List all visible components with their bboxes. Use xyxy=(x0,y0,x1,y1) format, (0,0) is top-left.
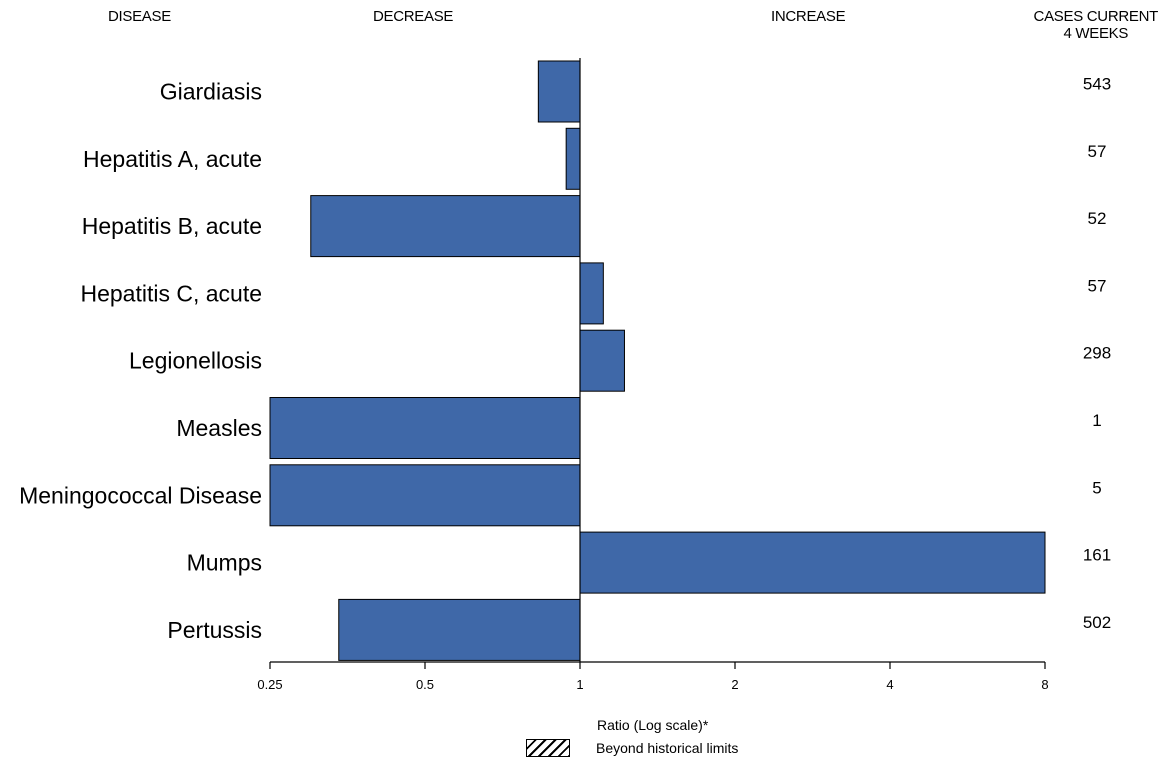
legend-hatch-swatch xyxy=(526,739,570,757)
header-cases-line1: CASES CURRENT xyxy=(1033,8,1159,25)
header-increase: INCREASE xyxy=(771,8,846,25)
bar xyxy=(579,531,1046,594)
case-count: 57 xyxy=(1088,142,1107,161)
case-count: 161 xyxy=(1083,546,1111,565)
bar xyxy=(537,60,581,123)
bar xyxy=(310,195,581,258)
bar xyxy=(338,598,581,661)
x-tick-label: 4 xyxy=(886,677,893,692)
category-label: Measles xyxy=(176,415,262,441)
bar xyxy=(565,127,581,190)
case-count: 5 xyxy=(1092,478,1101,497)
category-label: Mumps xyxy=(187,550,262,576)
x-axis-title: Ratio (Log scale)* xyxy=(597,717,709,733)
category-label: Meningococcal Disease xyxy=(19,482,262,508)
x-tick-label: 1 xyxy=(576,677,583,692)
category-label: Legionellosis xyxy=(129,348,262,374)
case-count: 1 xyxy=(1092,411,1101,430)
category-label: Hepatitis C, acute xyxy=(80,280,262,306)
x-tick-label: 0.5 xyxy=(416,677,434,692)
x-tick-label: 2 xyxy=(731,677,738,692)
bar xyxy=(269,397,581,459)
x-tick-label: 8 xyxy=(1041,677,1048,692)
category-label: Giardiasis xyxy=(160,79,262,105)
header-cases-line2: 4 WEEKS xyxy=(1063,25,1129,42)
x-tick-label: 0.25 xyxy=(257,677,282,692)
legend: Beyond historical limits xyxy=(526,738,738,758)
category-label: Hepatitis B, acute xyxy=(82,213,262,239)
header-decrease: DECREASE xyxy=(373,8,454,25)
category-label: Pertussis xyxy=(167,617,262,643)
category-label: Hepatitis A, acute xyxy=(83,146,262,172)
case-count: 543 xyxy=(1083,75,1111,94)
legend-label: Beyond historical limits xyxy=(596,740,739,756)
bar xyxy=(269,464,581,527)
case-count: 298 xyxy=(1083,344,1111,363)
case-count: 502 xyxy=(1083,613,1111,632)
header-cases: CASES CURRENT 4 WEEKS xyxy=(1033,8,1159,42)
case-count: 52 xyxy=(1088,209,1107,228)
header-disease: DISEASE xyxy=(108,8,171,25)
case-count: 57 xyxy=(1088,276,1107,295)
bar xyxy=(579,329,625,392)
bar xyxy=(579,262,604,325)
